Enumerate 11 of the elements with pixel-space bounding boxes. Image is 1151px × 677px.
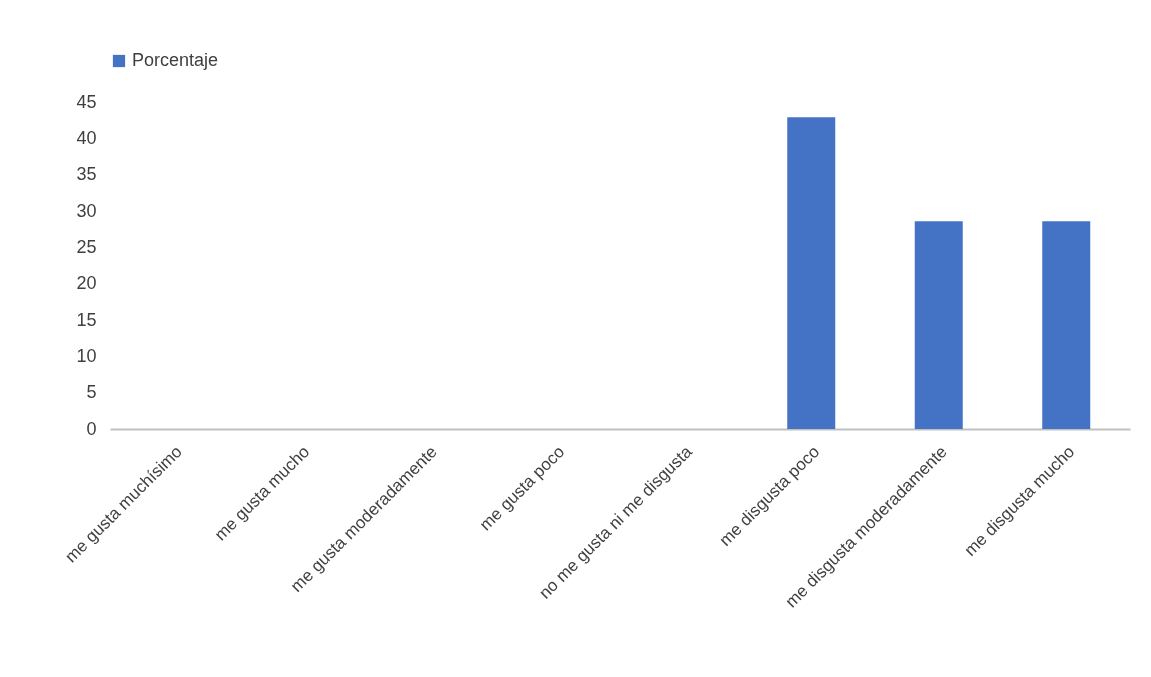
y-tick-label: 35 (76, 164, 97, 185)
y-tick-label: 45 (76, 91, 97, 112)
y-tick-label: 15 (76, 309, 97, 330)
y-tick-label: 25 (76, 236, 97, 257)
y-tick-label: 40 (76, 127, 97, 148)
y-tick-label: 10 (76, 345, 97, 366)
y-tick-label: 0 (86, 418, 97, 439)
y-tick-label: 30 (76, 200, 97, 221)
y-tick-label: 20 (76, 273, 97, 294)
y-tick-label: 5 (86, 382, 97, 403)
legend-label: Porcentaje (132, 50, 219, 70)
